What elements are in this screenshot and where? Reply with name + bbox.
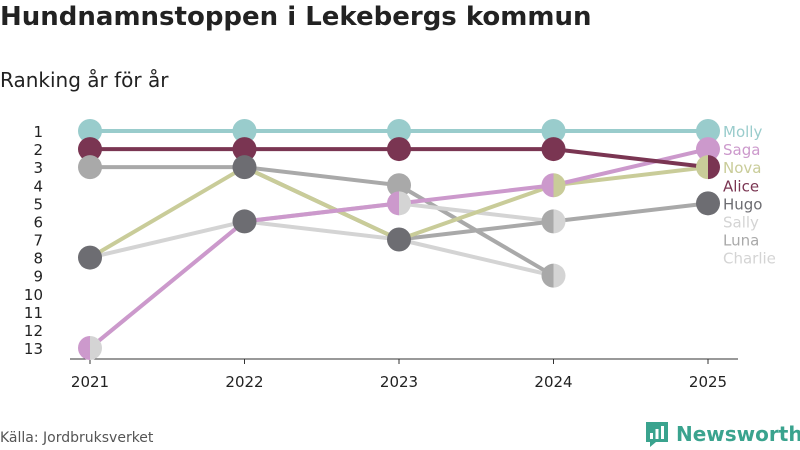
data-point xyxy=(78,137,102,162)
chart-subtitle: Ranking år för år xyxy=(0,68,169,92)
data-point-right-half xyxy=(90,336,102,360)
data-point xyxy=(541,137,566,162)
y-tick-label: 5 xyxy=(33,195,43,213)
y-tick-label: 13 xyxy=(24,340,43,358)
data-point xyxy=(541,119,566,143)
data-point-left-half xyxy=(541,173,554,198)
data-point xyxy=(387,227,411,252)
y-tick-label: 12 xyxy=(24,322,43,340)
data-point xyxy=(387,173,411,198)
source-note: Källa: Jordbruksverket xyxy=(0,430,154,446)
legend-label-nova: Nova xyxy=(723,159,761,177)
data-point xyxy=(78,155,102,180)
legend-label-saga: Saga xyxy=(723,141,760,159)
data-point-left-half xyxy=(387,191,399,216)
data-point xyxy=(232,209,257,234)
y-tick-label: 10 xyxy=(24,286,43,304)
y-tick-label: 9 xyxy=(33,268,43,286)
data-point-left-half xyxy=(541,209,554,234)
data-point xyxy=(696,191,720,216)
legend-label-alice: Alice xyxy=(723,177,759,195)
series-line-charlie xyxy=(88,219,556,278)
brand-logo: Newsworthy xyxy=(644,420,800,448)
data-point-right-half xyxy=(553,173,566,198)
data-point-left-half xyxy=(541,263,554,288)
y-tick-label: 7 xyxy=(33,232,43,250)
legend-label-molly: Molly xyxy=(723,123,762,141)
x-tick-label: 2022 xyxy=(225,373,263,391)
data-point-right-half xyxy=(553,209,566,234)
data-point xyxy=(696,119,720,143)
y-tick-label: 3 xyxy=(33,159,43,177)
data-point xyxy=(232,137,257,162)
data-point xyxy=(78,245,102,270)
data-point xyxy=(696,137,720,162)
x-tick-label: 2023 xyxy=(380,373,418,391)
data-point xyxy=(387,119,411,143)
data-point xyxy=(78,119,102,143)
x-tick-label: 2025 xyxy=(689,373,727,391)
data-point-right-half xyxy=(708,155,720,180)
legend-label-charlie: Charlie xyxy=(723,250,776,268)
y-tick-label: 11 xyxy=(24,304,43,322)
legend-label-hugo: Hugo xyxy=(723,195,763,213)
data-point-right-half xyxy=(399,191,411,216)
legend-label-sally: Sally xyxy=(723,213,759,231)
y-tick-label: 6 xyxy=(33,213,43,231)
data-point-left-half xyxy=(78,336,90,360)
bar-chart-icon xyxy=(646,422,668,447)
data-point xyxy=(387,137,411,162)
data-point-right-half xyxy=(553,263,566,288)
y-tick-label: 4 xyxy=(33,177,43,195)
brand-name: Newsworthy xyxy=(676,422,800,446)
x-tick-label: 2021 xyxy=(71,373,109,391)
y-tick-label: 2 xyxy=(33,141,43,159)
data-point-left-half xyxy=(696,155,708,180)
data-point xyxy=(232,155,257,180)
y-tick-label: 1 xyxy=(33,123,43,141)
legend-label-luna: Luna xyxy=(723,232,759,250)
chart-title: Hundnamnstoppen i Lekebergs kommun xyxy=(0,2,592,32)
x-tick-label: 2024 xyxy=(534,373,572,391)
y-tick-label: 8 xyxy=(33,250,43,268)
series-line-sally xyxy=(88,201,556,350)
data-point xyxy=(232,119,257,143)
